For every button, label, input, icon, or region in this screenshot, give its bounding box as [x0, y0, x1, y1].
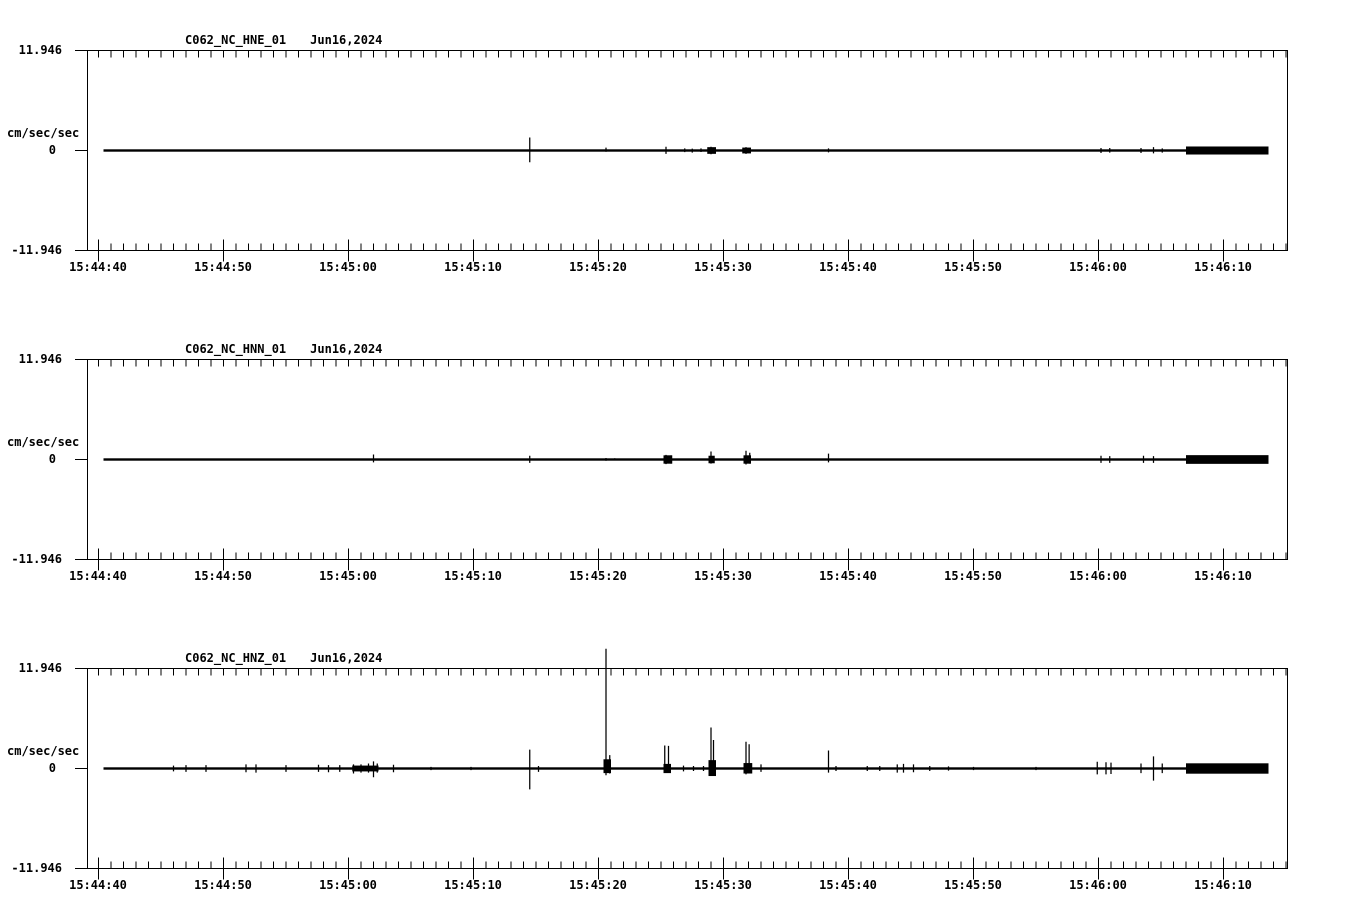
- signal-spikes: [250, 450, 1155, 465]
- x-tick-label: 15:45:30: [694, 260, 752, 274]
- signal-burst: [1186, 455, 1269, 464]
- waveform-plot-hne: [75, 50, 1288, 262]
- waveform-plot-hnn: [75, 359, 1288, 571]
- y-min-label: -11.946: [11, 243, 62, 257]
- x-tick-label: 15:45:10: [444, 878, 502, 892]
- date-label: Jun16,2024: [310, 342, 383, 356]
- signal-burst: [743, 455, 751, 464]
- waveform-trace-hne: [103, 137, 1269, 163]
- x-tick-label: 15:45:00: [319, 569, 377, 583]
- waveform-panel-hnz: C062_NC_HNZ_01 Jun16,2024 11.946 cm/sec/s…: [0, 618, 1358, 924]
- x-tick-label: 15:45:00: [319, 260, 377, 274]
- x-tick-label: 15:44:50: [194, 569, 252, 583]
- y-zero-label: 0: [48, 761, 56, 775]
- x-tick-label: 15:45:20: [569, 569, 627, 583]
- x-tick-label: 15:45:50: [944, 878, 1002, 892]
- baseline: [103, 149, 1269, 152]
- x-tick-label: 15:45:30: [694, 878, 752, 892]
- signal-burst: [1186, 763, 1269, 774]
- x-tick-label: 15:45:00: [319, 878, 377, 892]
- x-tick-label: 15:46:00: [1069, 878, 1127, 892]
- x-tick-label: 15:45:30: [694, 569, 752, 583]
- axis-ticks: [75, 50, 1287, 262]
- waveform-panel-hnn: C062_NC_HNN_01 Jun16,2024 11.946 cm/sec/s…: [0, 309, 1358, 617]
- x-tick-label: 15:46:00: [1069, 260, 1127, 274]
- waveform-trace-hnz: [103, 648, 1269, 790]
- x-tick-label: 15:44:40: [69, 878, 127, 892]
- channel-title: C062_NC_HNZ_01: [185, 651, 287, 665]
- panel-title-row: C062_NC_HNN_01 Jun16,2024: [185, 342, 382, 356]
- x-tick-label: 15:44:40: [69, 260, 127, 274]
- waveform-trace-hnn: [103, 450, 1269, 465]
- axis-ticks: [75, 668, 1287, 880]
- signal-burst: [743, 763, 753, 774]
- y-max-label: 11.946: [18, 43, 62, 57]
- waveform-plot-hnz: [75, 648, 1288, 880]
- x-tick-label: 15:45:40: [819, 260, 877, 274]
- panel-title-row: C062_NC_HNZ_01 Jun16,2024: [185, 651, 382, 665]
- x-tick-label: 15:45:50: [944, 260, 1002, 274]
- baseline: [103, 458, 1269, 461]
- y-zero-label: 0: [48, 143, 56, 157]
- x-tick-label: 15:45:10: [444, 260, 502, 274]
- signal-burst: [663, 763, 671, 774]
- baseline: [103, 767, 1269, 770]
- y-zero-label: 0: [48, 452, 56, 466]
- signal-burst: [603, 759, 611, 774]
- y-units-label: cm/sec/sec: [7, 126, 80, 140]
- x-tick-label: 15:44:40: [69, 569, 127, 583]
- y-min-label: -11.946: [11, 552, 62, 566]
- x-tick-label: 15:46:10: [1194, 569, 1252, 583]
- x-tick-label: 15:45:20: [569, 878, 627, 892]
- channel-title: C062_NC_HNN_01: [185, 342, 287, 356]
- x-tick-label: 15:46:10: [1194, 260, 1252, 274]
- signal-burst: [1186, 146, 1269, 155]
- x-tick-label: 15:46:00: [1069, 569, 1127, 583]
- signal-burst: [663, 455, 673, 464]
- date-label: Jun16,2024: [310, 33, 383, 47]
- x-tick-label: 15:45:40: [819, 569, 877, 583]
- panel-title-row: C062_NC_HNE_01 Jun16,2024: [185, 33, 382, 47]
- y-units-label: cm/sec/sec: [7, 744, 80, 758]
- waveform-panel-hne: C062_NC_HNE_01 Jun16,2024 11.946 cm/sec/s…: [0, 0, 1358, 308]
- x-tick-label: 15:45:20: [569, 260, 627, 274]
- signal-spikes: [145, 137, 1163, 163]
- x-tick-label: 15:45:40: [819, 878, 877, 892]
- signal-spikes: [172, 648, 1163, 790]
- y-min-label: -11.946: [11, 861, 62, 875]
- x-tick-label: 15:45:50: [944, 569, 1002, 583]
- x-tick-label: 15:44:50: [194, 260, 252, 274]
- signal-burst: [708, 760, 716, 777]
- channel-title: C062_NC_HNE_01: [185, 33, 287, 47]
- axis-ticks: [75, 359, 1287, 571]
- y-max-label: 11.946: [18, 352, 62, 366]
- signal-burst: [352, 765, 379, 772]
- x-tick-label: 15:46:10: [1194, 878, 1252, 892]
- x-tick-label: 15:45:10: [444, 569, 502, 583]
- date-label: Jun16,2024: [310, 651, 383, 665]
- x-tick-label: 15:44:50: [194, 878, 252, 892]
- y-units-label: cm/sec/sec: [7, 435, 80, 449]
- y-max-label: 11.946: [18, 661, 62, 675]
